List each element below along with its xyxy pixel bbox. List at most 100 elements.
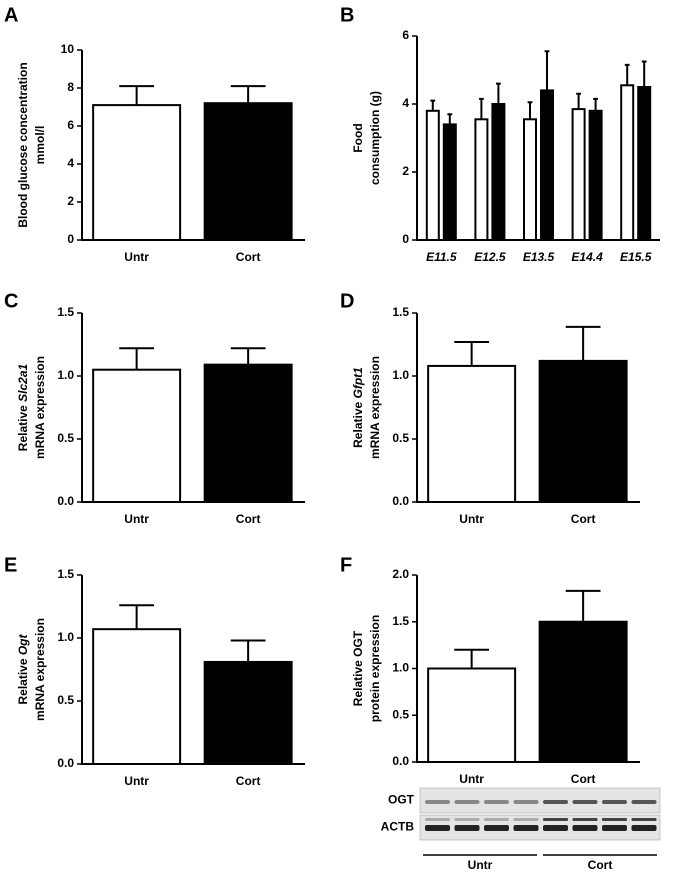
blot-band — [602, 825, 627, 831]
y-tick-label: 0.0 — [57, 756, 74, 770]
y-axis-label: Food — [351, 123, 365, 152]
blot-group-label: Untr — [468, 858, 493, 872]
y-axis-label: mRNA expression — [368, 356, 382, 459]
error-bar — [565, 325, 601, 361]
blot-band — [454, 818, 480, 821]
error-bar — [119, 604, 155, 630]
blot-band — [572, 825, 598, 831]
y-axis-label-part: Relative OGT — [351, 630, 365, 706]
blot-band — [425, 818, 450, 821]
y-tick-label: 0.0 — [57, 494, 74, 508]
y-axis-label: mRNA expression — [33, 356, 47, 459]
error-bar — [527, 101, 533, 120]
y-tick-label: 2 — [67, 194, 74, 208]
blot-band — [631, 800, 657, 804]
bar — [203, 660, 293, 765]
bar — [92, 368, 182, 504]
y-tick-label: 1.5 — [57, 305, 74, 319]
y-tick-label: 0.0 — [392, 494, 409, 508]
y-axis-label-part: Ogt — [16, 633, 30, 655]
bar — [538, 620, 628, 763]
blot-row-label: ACTB — [381, 820, 415, 834]
y-tick-label: 2 — [402, 164, 409, 178]
y-axis-label-part: protein expression — [368, 615, 382, 722]
y-axis-label-part: Gfpt1 — [351, 367, 365, 399]
x-tick-label: Cort — [571, 772, 596, 786]
error-bar — [230, 85, 266, 104]
y-axis-label-part: consumption (g) — [368, 91, 382, 185]
y-tick-label: 1.5 — [392, 305, 409, 319]
y-tick-label: 1.0 — [57, 630, 74, 644]
error-bar — [230, 347, 266, 365]
error-bar — [641, 60, 647, 87]
bar — [588, 109, 603, 241]
bar — [540, 89, 554, 242]
y-tick-label: 1.0 — [392, 661, 409, 675]
panel-label: F — [340, 554, 352, 576]
y-tick-label: 1.5 — [57, 567, 74, 581]
blot-band — [543, 825, 568, 831]
error-bar — [593, 97, 598, 111]
bar — [427, 667, 517, 763]
y-tick-label: 0.5 — [392, 431, 409, 445]
x-tick-label: E14.4 — [571, 250, 603, 264]
blot-band — [513, 825, 539, 831]
y-tick-label: 6 — [67, 118, 74, 132]
bar — [474, 118, 489, 241]
error-bar — [119, 85, 155, 106]
blot-band — [484, 825, 509, 831]
y-axis-label: Blood glucose concentration — [16, 62, 30, 227]
blot-band — [631, 818, 657, 821]
bar — [92, 628, 182, 765]
y-axis-label-part: Relative — [16, 655, 30, 704]
error-bar — [230, 639, 266, 662]
bar — [203, 363, 293, 503]
blot-band — [602, 800, 627, 804]
y-axis-label-part: Slc2a1 — [16, 363, 30, 401]
error-bar — [544, 50, 550, 91]
error-bar — [576, 92, 581, 110]
y-axis-label: protein expression — [368, 615, 382, 722]
x-tick-label: Cort — [236, 512, 261, 526]
x-tick-label: E13.5 — [523, 250, 555, 264]
panel-label: D — [340, 290, 354, 312]
y-tick-label: 0 — [402, 232, 409, 246]
bar — [538, 359, 628, 503]
x-tick-label: E12.5 — [474, 250, 506, 264]
y-tick-label: 4 — [402, 96, 409, 110]
x-tick-label: Untr — [124, 774, 149, 788]
bar — [203, 102, 293, 241]
panel-label: B — [340, 4, 354, 26]
x-tick-label: Untr — [124, 250, 149, 264]
bar — [425, 109, 440, 241]
blot-row-label: OGT — [388, 793, 415, 807]
blot-band — [602, 818, 627, 821]
blot-band — [513, 800, 539, 804]
blot-band — [454, 800, 480, 804]
blot-band — [425, 825, 450, 831]
y-tick-label: 0.5 — [392, 707, 409, 721]
error-bar — [447, 113, 453, 125]
bar — [571, 108, 586, 241]
y-axis-label-part: mRNA expression — [33, 618, 47, 721]
y-axis-label: Relative OGT — [351, 630, 365, 706]
bar — [523, 118, 537, 241]
y-axis-label: Relative Gfpt1 — [351, 367, 365, 448]
error-bar — [119, 347, 155, 370]
x-tick-label: Untr — [459, 772, 484, 786]
blot-band — [631, 825, 657, 831]
error-bar — [454, 648, 490, 669]
y-axis-label-part: Blood glucose concentration — [16, 62, 30, 227]
x-tick-label: Untr — [124, 512, 149, 526]
y-tick-label: 8 — [67, 80, 74, 94]
y-axis-label-part: Food — [351, 123, 365, 152]
y-tick-label: 6 — [402, 28, 409, 42]
y-axis-label-part: Relative — [351, 398, 365, 447]
x-tick-label: E11.5 — [426, 250, 457, 264]
blot-band — [572, 818, 598, 821]
y-axis-label-part: mRNA expression — [368, 356, 382, 459]
bar — [620, 84, 635, 241]
y-tick-label: 0 — [67, 232, 74, 246]
y-axis-label: Relative Ogt — [16, 633, 30, 704]
